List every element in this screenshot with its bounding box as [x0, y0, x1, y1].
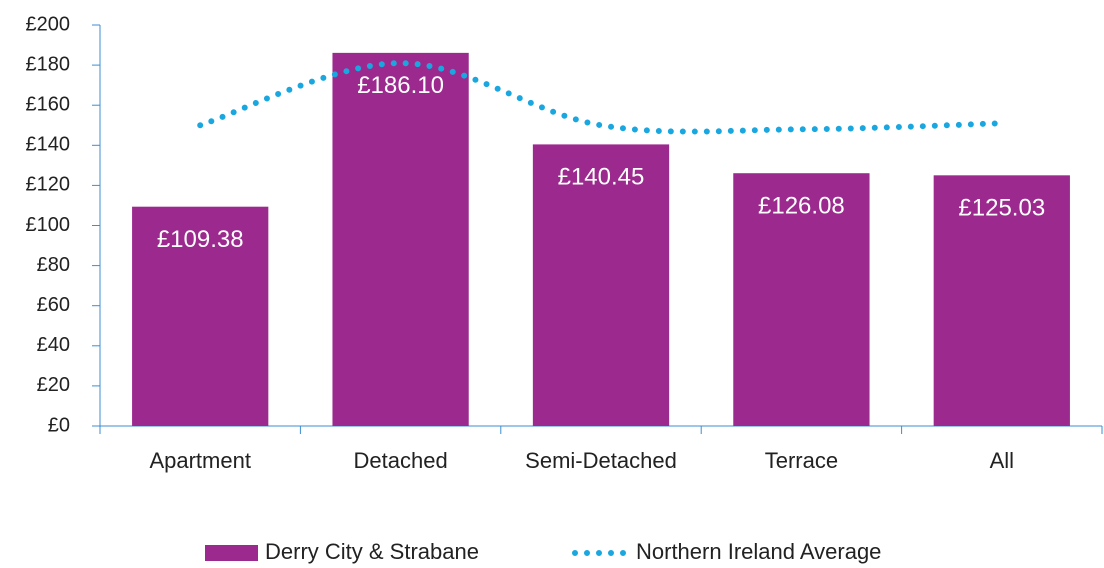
- bar: [532, 144, 670, 426]
- y-tick-label: £200: [26, 13, 71, 35]
- value-label: £140.45: [558, 164, 645, 191]
- y-tick-label: £20: [37, 374, 70, 396]
- x-tick-label: Apartment: [149, 448, 251, 473]
- y-tick-label: £120: [26, 174, 71, 196]
- value-label: £125.03: [958, 195, 1045, 222]
- bar: [332, 52, 469, 426]
- bar: [933, 175, 1070, 426]
- value-label: £109.38: [157, 226, 244, 253]
- x-tick-label: Detached: [354, 448, 448, 473]
- x-tick-label: Terrace: [765, 448, 838, 473]
- x-tick-label: Semi-Detached: [525, 448, 677, 473]
- bar: [132, 206, 269, 426]
- line: [197, 60, 1005, 135]
- y-tick-label: £60: [37, 294, 70, 316]
- y-tick-label: £180: [26, 53, 71, 75]
- value-label: £186.10: [357, 72, 444, 99]
- y-tick-label: £40: [37, 334, 70, 356]
- legend-swatch: [205, 545, 258, 561]
- y-tick-label: £140: [26, 134, 71, 156]
- value-label: £126.08: [758, 193, 845, 220]
- bar: [733, 173, 870, 426]
- y-tick-label: £100: [26, 214, 71, 236]
- y-tick-label: £160: [26, 93, 71, 115]
- legend-label: Northern Ireland Average: [636, 539, 881, 564]
- legend-label: Derry City & Strabane: [265, 539, 479, 564]
- y-tick-label: £0: [48, 414, 70, 436]
- y-tick-label: £80: [37, 254, 70, 276]
- x-tick-label: All: [990, 448, 1014, 473]
